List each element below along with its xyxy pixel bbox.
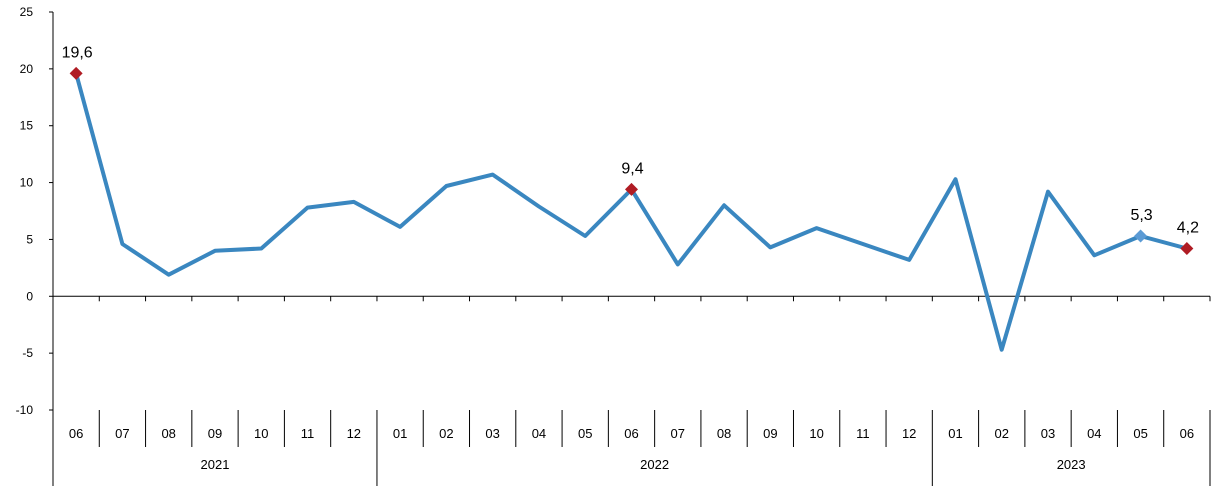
x-tick-label: 01 <box>948 426 962 441</box>
x-tick-label: 01 <box>393 426 407 441</box>
x-tick-label: 08 <box>161 426 175 441</box>
x-tick-label: 06 <box>69 426 83 441</box>
data-label: 19,6 <box>62 44 93 61</box>
x-tick-label: 12 <box>902 426 916 441</box>
x-tick-label: 05 <box>578 426 592 441</box>
x-tick-label: 07 <box>115 426 129 441</box>
data-label: 4,2 <box>1177 220 1199 237</box>
x-axis: 06 07 08 09 10 11 12 01 02 03 04 05 06 07 08 09 10 11 12 01… <box>52 295 1211 486</box>
x-tick-label: 10 <box>254 426 268 441</box>
y-tick-label: 5 <box>26 232 33 246</box>
x-tick-label: 12 <box>347 426 361 441</box>
x-tick-label: 03 <box>1041 426 1055 441</box>
x-tick-label: 11 <box>301 426 315 441</box>
y-tick-label: -5 <box>22 346 33 360</box>
x-tick-label: 06 <box>624 426 638 441</box>
y-axis: -10 -5 0 5 10 15 20 25 <box>16 5 54 417</box>
x-tick-label: 08 <box>717 426 731 441</box>
series-layer <box>74 71 1189 352</box>
data-label: 9,4 <box>621 160 643 177</box>
x-tick-label: 10 <box>809 426 823 441</box>
series-line <box>74 71 1189 352</box>
data-point-marker <box>1134 229 1148 243</box>
x-tick-label: 06 <box>1180 426 1194 441</box>
data-label: 5,3 <box>1130 207 1152 224</box>
x-tick-label: 09 <box>763 426 777 441</box>
year-label: 2023 <box>1057 457 1086 472</box>
data-point-marker <box>625 182 638 196</box>
data-labels: 19,6 9,4 5,3 4,2 <box>62 44 1199 256</box>
x-tick-label: 11 <box>856 426 870 441</box>
data-point-marker <box>69 66 83 80</box>
y-tick-label: 0 <box>26 289 33 303</box>
y-tick-label: 15 <box>20 119 34 133</box>
y-tick-label: 25 <box>20 5 34 19</box>
y-tick-label: 20 <box>20 62 34 76</box>
data-point-marker <box>1180 242 1194 256</box>
x-tick-label: 09 <box>208 426 222 441</box>
x-tick-label: 05 <box>1133 426 1147 441</box>
x-tick-label: 07 <box>671 426 685 441</box>
x-tick-label: 02 <box>995 426 1009 441</box>
year-label: 2021 <box>201 457 230 472</box>
x-tick-label: 04 <box>1087 426 1101 441</box>
x-tick-label: 04 <box>532 426 546 441</box>
y-tick-label: 10 <box>20 176 34 190</box>
y-tick-label: -10 <box>16 403 34 417</box>
x-tick-label: 03 <box>485 426 499 441</box>
x-tick-label: 02 <box>439 426 453 441</box>
year-label: 2022 <box>640 457 669 472</box>
